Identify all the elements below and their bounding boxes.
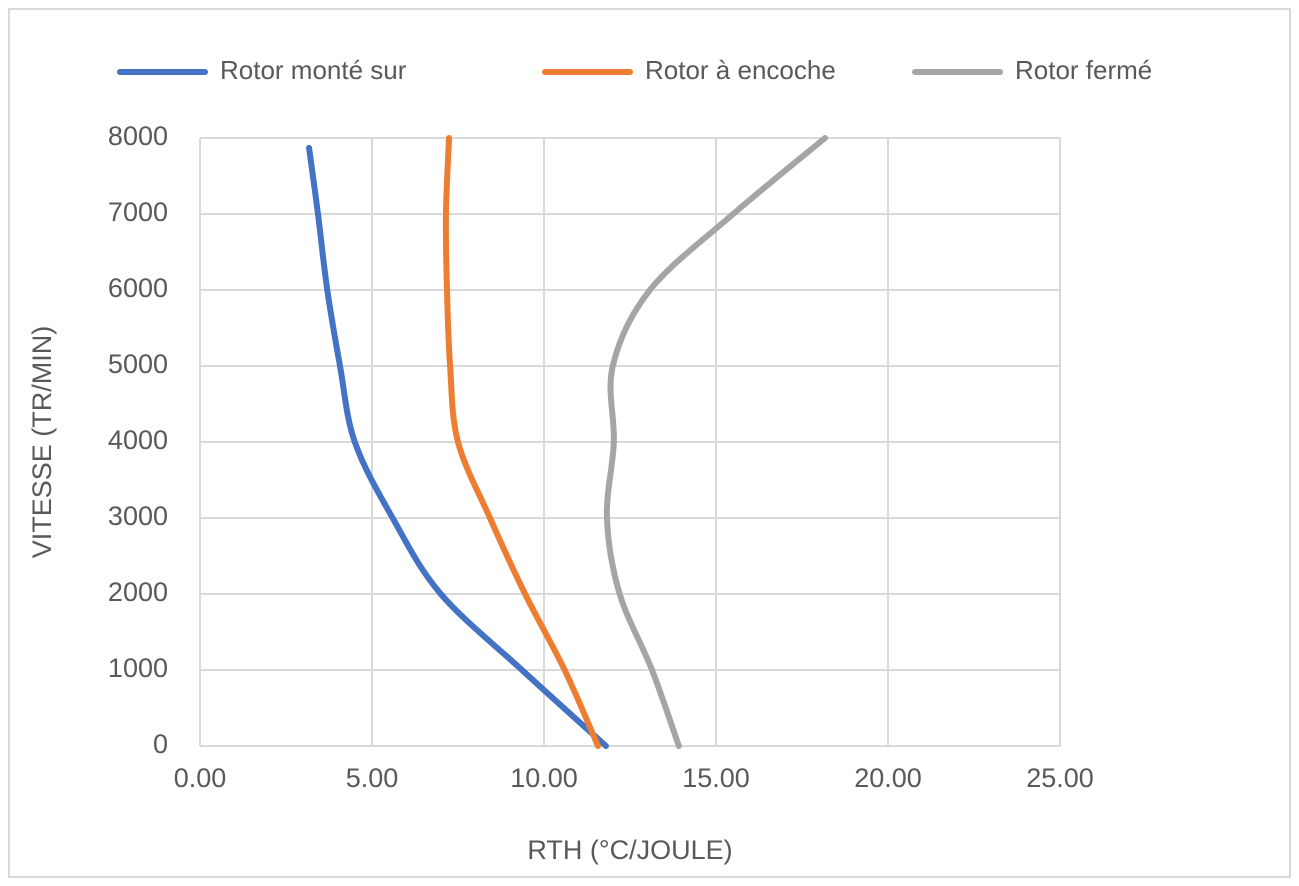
x-tick-label: 0.00 — [174, 763, 227, 793]
x-axis-title: RTH (°C/JOULE) — [527, 835, 732, 865]
x-tick-label: 10.00 — [510, 763, 578, 793]
series-line — [306, 144, 609, 749]
x-tick-label: 20.00 — [854, 763, 922, 793]
y-tick-label: 8000 — [108, 121, 168, 151]
y-tick-label: 2000 — [108, 577, 168, 607]
y-tick-label: 3000 — [108, 501, 168, 531]
legend-label: Rotor à encoche — [645, 55, 836, 85]
x-tick-label: 25.00 — [1026, 763, 1094, 793]
x-tick-label: 15.00 — [682, 763, 750, 793]
legend-label: Rotor fermé — [1015, 55, 1152, 85]
y-tick-label: 4000 — [108, 425, 168, 455]
y-tick-label: 7000 — [108, 197, 168, 227]
x-tick-label: 5.00 — [346, 763, 399, 793]
y-tick-label: 5000 — [108, 349, 168, 379]
y-tick-label: 0 — [153, 729, 168, 759]
y-tick-label: 1000 — [108, 653, 168, 683]
series-line — [603, 135, 829, 749]
y-axis-title: VITESSE (TR/MIN) — [27, 326, 57, 559]
y-tick-label: 6000 — [108, 273, 168, 303]
series-line — [442, 135, 602, 749]
legend-label: Rotor monté sur — [220, 55, 407, 85]
